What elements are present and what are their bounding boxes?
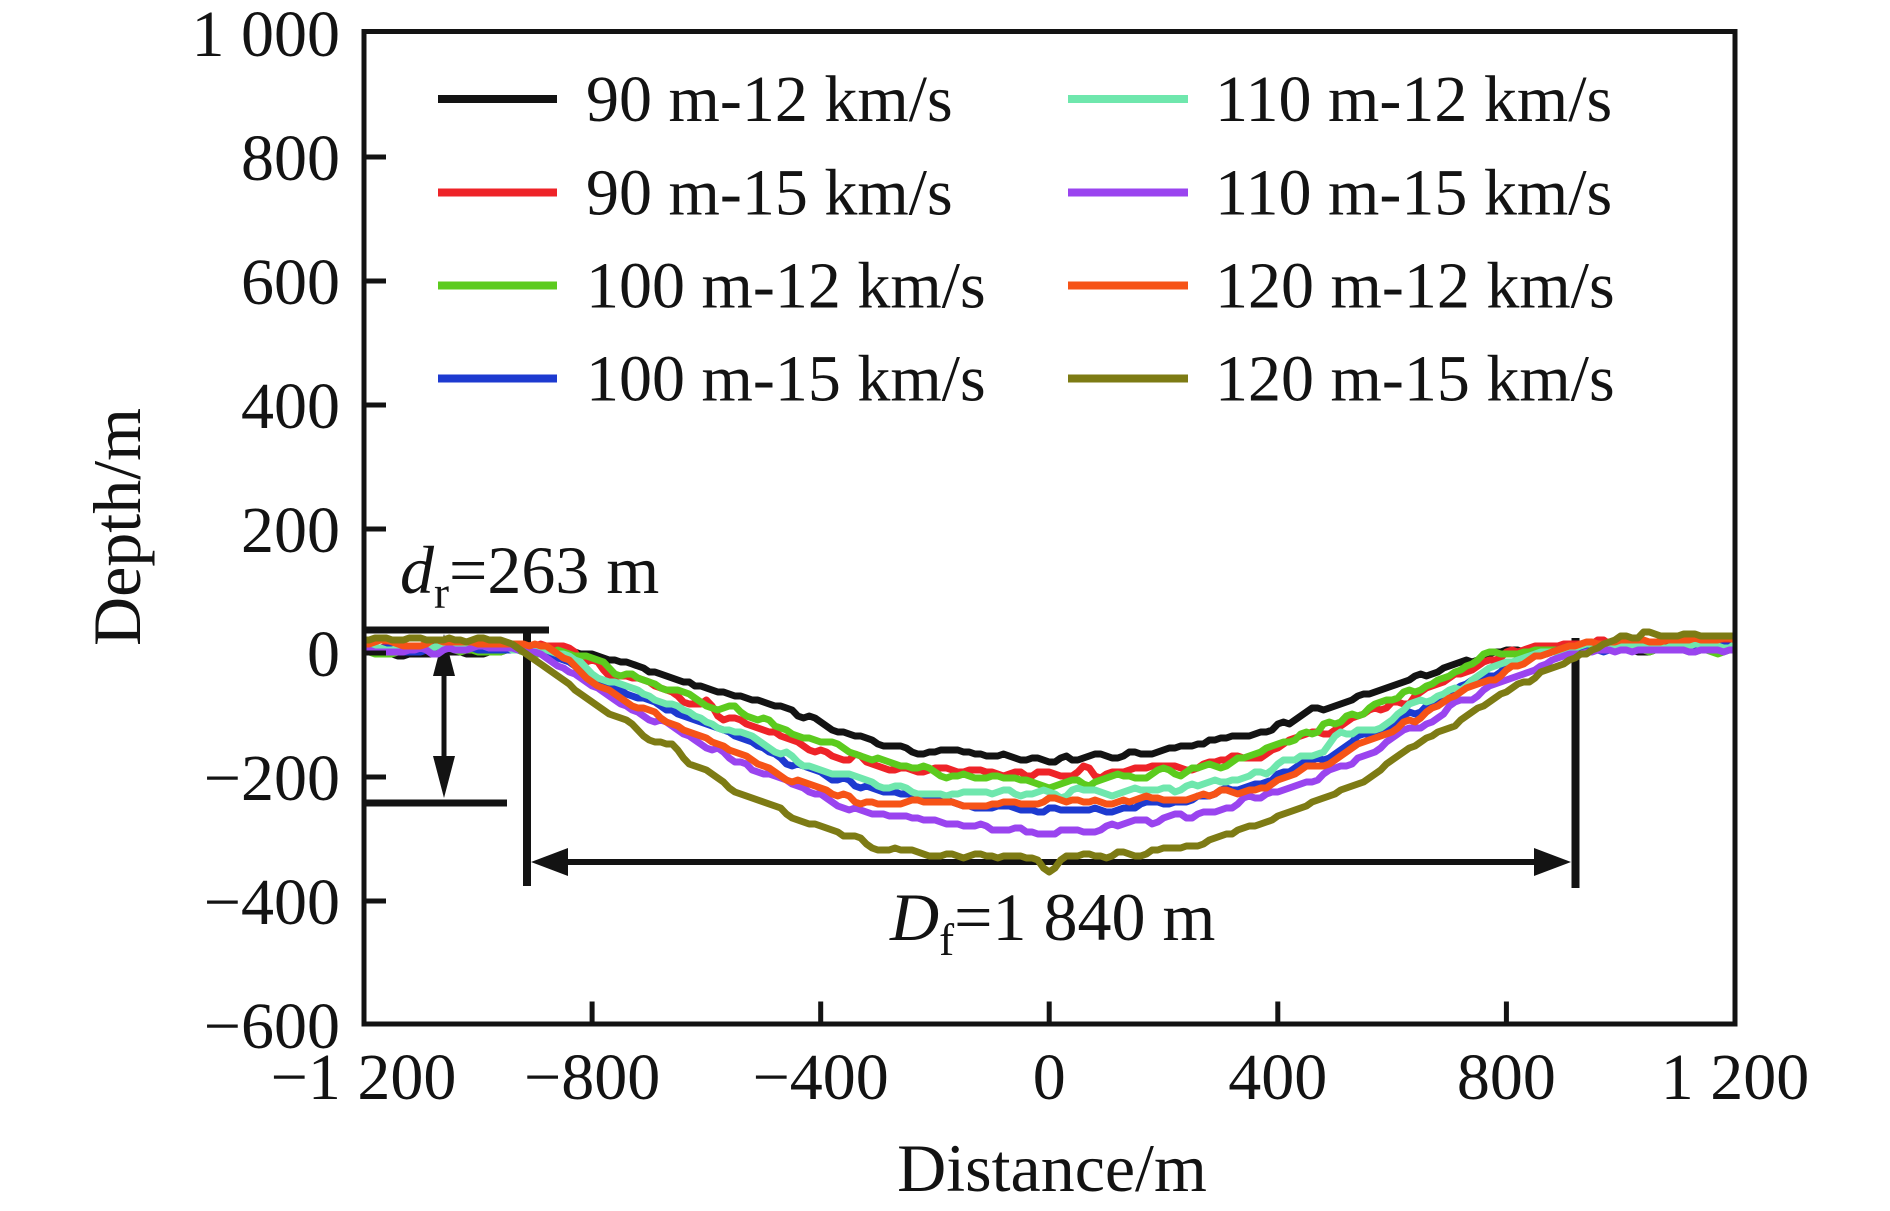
svg-text:0: 0 <box>1033 1041 1066 1114</box>
svg-text:−400: −400 <box>753 1041 889 1114</box>
svg-text:90 m-12 km/s: 90 m-12 km/s <box>586 63 953 136</box>
svg-text:600: 600 <box>241 246 340 319</box>
svg-text:0: 0 <box>307 618 340 691</box>
svg-text:100 m-12 km/s: 100 m-12 km/s <box>586 250 986 323</box>
svg-text:1 000: 1 000 <box>192 0 341 71</box>
svg-text:−400: −400 <box>204 866 340 939</box>
svg-text:dr=263 m: dr=263 m <box>400 532 659 618</box>
svg-text:400: 400 <box>241 370 340 443</box>
svg-text:800: 800 <box>241 122 340 195</box>
svg-text:120 m-15 km/s: 120 m-15 km/s <box>1215 343 1615 416</box>
svg-text:Df=1 840 m: Df=1 840 m <box>889 879 1215 965</box>
svg-text:90 m-15 km/s: 90 m-15 km/s <box>586 157 953 230</box>
svg-text:Distance/m: Distance/m <box>897 1130 1207 1206</box>
svg-text:400: 400 <box>1228 1041 1327 1114</box>
svg-text:Depth/m: Depth/m <box>79 408 155 646</box>
svg-text:−1 200: −1 200 <box>271 1041 457 1114</box>
svg-text:200: 200 <box>241 494 340 567</box>
svg-text:120 m-12 km/s: 120 m-12 km/s <box>1215 250 1615 323</box>
svg-text:110 m-15 km/s: 110 m-15 km/s <box>1215 157 1612 230</box>
svg-text:100 m-15 km/s: 100 m-15 km/s <box>586 343 986 416</box>
svg-text:−600: −600 <box>204 990 340 1063</box>
svg-text:1 200: 1 200 <box>1661 1041 1810 1114</box>
svg-text:110 m-12 km/s: 110 m-12 km/s <box>1215 63 1612 136</box>
svg-text:−200: −200 <box>204 742 340 815</box>
svg-text:−800: −800 <box>524 1041 660 1114</box>
svg-text:800: 800 <box>1457 1041 1556 1114</box>
